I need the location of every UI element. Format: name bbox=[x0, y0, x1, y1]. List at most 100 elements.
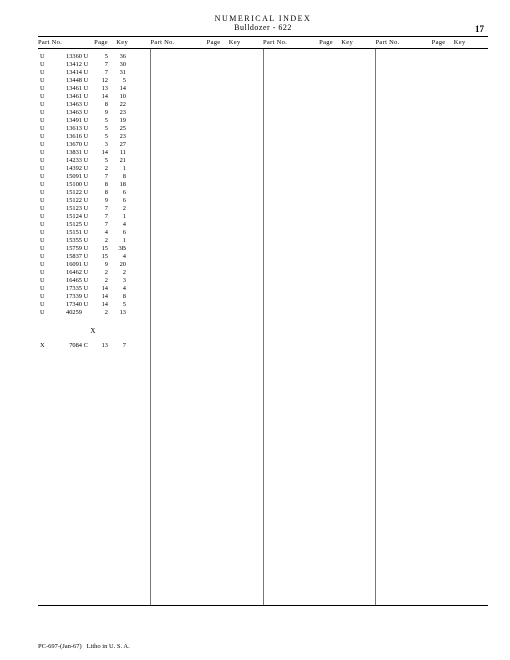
row-key: 20 bbox=[108, 261, 126, 269]
part-prefix: U bbox=[40, 277, 48, 285]
col-header-2: Part No. Page Key bbox=[151, 39, 264, 46]
row-page: 2 bbox=[92, 165, 108, 173]
index-row: U13463 U822 bbox=[40, 101, 146, 109]
row-key: 3B bbox=[108, 245, 126, 253]
row-key: 8 bbox=[108, 293, 126, 301]
part-suffix: U bbox=[82, 109, 92, 117]
row-key: 13 bbox=[108, 309, 126, 317]
part-suffix: U bbox=[82, 141, 92, 149]
col-header-4: Part No. Page Key bbox=[376, 39, 489, 46]
part-prefix: U bbox=[40, 165, 48, 173]
row-page: 14 bbox=[92, 293, 108, 301]
part-prefix: U bbox=[40, 109, 48, 117]
part-number: 13414 bbox=[48, 69, 82, 77]
index-column bbox=[264, 49, 377, 605]
part-prefix: U bbox=[40, 117, 48, 125]
row-page: 5 bbox=[92, 125, 108, 133]
part-number: 13463 bbox=[48, 109, 82, 117]
row-key: 23 bbox=[108, 133, 126, 141]
row-page: 9 bbox=[92, 261, 108, 269]
col-header-1: Part No. Page Key bbox=[38, 39, 151, 46]
part-number: 13463 bbox=[48, 101, 82, 109]
index-row: U14392 U21 bbox=[40, 165, 146, 173]
part-suffix: U bbox=[82, 133, 92, 141]
row-key: 2 bbox=[108, 269, 126, 277]
index-row: U17335 U144 bbox=[40, 285, 146, 293]
index-row: U13670 U327 bbox=[40, 141, 146, 149]
index-row: U40259 213 bbox=[40, 309, 146, 317]
part-suffix: U bbox=[82, 77, 92, 85]
part-number: 16465 bbox=[48, 277, 82, 285]
row-page: 7 bbox=[92, 173, 108, 181]
index-row: X7084 C137 bbox=[40, 342, 146, 350]
part-suffix: U bbox=[82, 277, 92, 285]
index-row: U13831 U1411 bbox=[40, 149, 146, 157]
part-suffix: U bbox=[82, 85, 92, 93]
index-row: U16091 U920 bbox=[40, 261, 146, 269]
part-prefix: U bbox=[40, 189, 48, 197]
part-prefix: U bbox=[40, 53, 48, 61]
index-row: U15100 U818 bbox=[40, 181, 146, 189]
row-page: 12 bbox=[92, 77, 108, 85]
page-title-block: NUMERICAL INDEX Bulldozer - 622 bbox=[38, 14, 488, 32]
index-row: U13448 U125 bbox=[40, 77, 146, 85]
part-suffix: U bbox=[82, 301, 92, 309]
part-number: 13670 bbox=[48, 141, 82, 149]
part-suffix: U bbox=[82, 197, 92, 205]
row-page: 2 bbox=[92, 309, 108, 317]
row-key: 1 bbox=[108, 165, 126, 173]
part-number: 17339 bbox=[48, 293, 82, 301]
row-page: 15 bbox=[92, 245, 108, 253]
row-key: 4 bbox=[108, 285, 126, 293]
index-row: U15759 U153B bbox=[40, 245, 146, 253]
part-prefix: U bbox=[40, 101, 48, 109]
part-prefix: U bbox=[40, 133, 48, 141]
row-page: 3 bbox=[92, 141, 108, 149]
part-number: 15151 bbox=[48, 229, 82, 237]
page-container: NUMERICAL INDEX Bulldozer - 622 17 Part … bbox=[0, 0, 510, 606]
row-page: 5 bbox=[92, 157, 108, 165]
index-column bbox=[376, 49, 488, 605]
part-suffix: U bbox=[82, 261, 92, 269]
index-row: U13461 U1410 bbox=[40, 93, 146, 101]
part-number: 13360 bbox=[48, 53, 82, 61]
row-page: 9 bbox=[92, 197, 108, 205]
row-page: 13 bbox=[92, 85, 108, 93]
row-key: 6 bbox=[108, 229, 126, 237]
row-page: 14 bbox=[92, 301, 108, 309]
part-prefix: X bbox=[40, 342, 48, 350]
row-page: 2 bbox=[92, 277, 108, 285]
index-row: U15355 U21 bbox=[40, 237, 146, 245]
row-page: 5 bbox=[92, 133, 108, 141]
part-number: 16462 bbox=[48, 269, 82, 277]
row-page: 7 bbox=[92, 69, 108, 77]
row-page: 14 bbox=[92, 285, 108, 293]
row-key: 3 bbox=[108, 277, 126, 285]
row-key: 1 bbox=[108, 237, 126, 245]
header-part-no: Part No. bbox=[263, 39, 311, 46]
index-row: U13461 U1314 bbox=[40, 85, 146, 93]
row-page: 4 bbox=[92, 229, 108, 237]
row-page: 5 bbox=[92, 117, 108, 125]
row-page: 8 bbox=[92, 181, 108, 189]
part-number: 13412 bbox=[48, 61, 82, 69]
part-suffix: U bbox=[82, 269, 92, 277]
row-key: 18 bbox=[108, 181, 126, 189]
index-row: U15091 U78 bbox=[40, 173, 146, 181]
part-suffix: U bbox=[82, 157, 92, 165]
row-page: 7 bbox=[92, 61, 108, 69]
index-row: U13616 U523 bbox=[40, 133, 146, 141]
row-page: 7 bbox=[92, 205, 108, 213]
part-prefix: U bbox=[40, 141, 48, 149]
col-header-3: Part No. Page Key bbox=[263, 39, 376, 46]
index-row: U15837 U154 bbox=[40, 253, 146, 261]
part-suffix: U bbox=[82, 205, 92, 213]
header-page: Page bbox=[199, 39, 221, 46]
header-part-no: Part No. bbox=[38, 39, 86, 46]
index-row: U15122 U86 bbox=[40, 189, 146, 197]
part-suffix: U bbox=[82, 253, 92, 261]
index-columns: U13360 U536U13412 U730U13414 U731U13448 … bbox=[38, 49, 488, 606]
part-number: 15124 bbox=[48, 213, 82, 221]
part-number: 13491 bbox=[48, 117, 82, 125]
part-number: 13461 bbox=[48, 85, 82, 93]
